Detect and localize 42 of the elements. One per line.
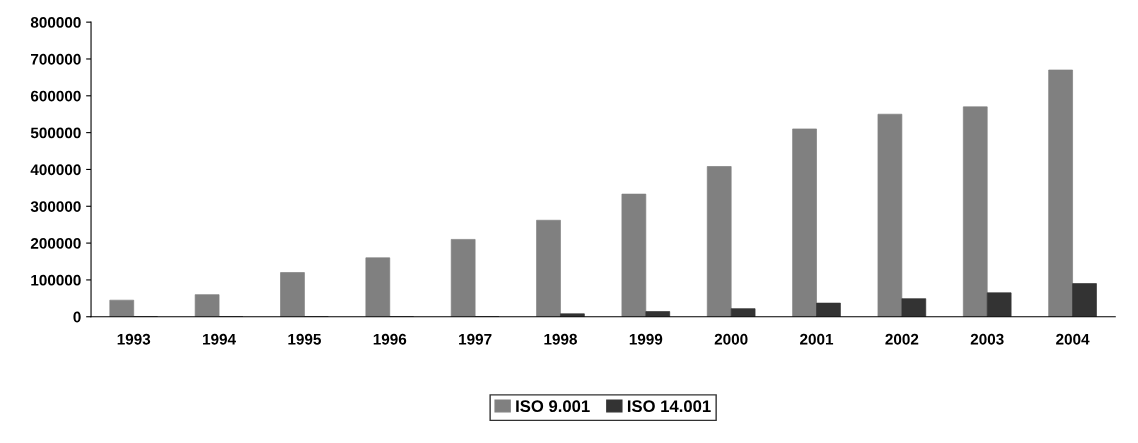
bar — [792, 128, 817, 317]
bar — [986, 292, 1012, 317]
bar — [280, 272, 305, 317]
legend-label: ISO 14.001 — [627, 400, 711, 413]
x-tick-label: 1999 — [629, 333, 663, 345]
y-tick-label: 100000 — [31, 274, 81, 286]
x-tick-label: 1996 — [373, 333, 407, 345]
bar — [645, 311, 671, 317]
x-tick-label: 2002 — [885, 333, 919, 345]
bar — [536, 219, 561, 317]
x-tick-label: 1995 — [288, 333, 321, 345]
x-tick-label: 2003 — [970, 333, 1004, 345]
bar — [194, 294, 220, 317]
y-tick-label: 300000 — [30, 201, 81, 212]
bar — [1072, 283, 1097, 317]
y-tick-label: 700000 — [31, 53, 81, 65]
x-tick-label: 1997 — [459, 333, 492, 345]
bar — [365, 257, 391, 317]
bar — [621, 193, 647, 317]
x-tick-label: 1994 — [203, 333, 236, 345]
y-tick-label: 200000 — [30, 237, 81, 249]
bar — [730, 308, 756, 317]
bar — [962, 106, 988, 317]
bar — [877, 113, 903, 317]
bar — [816, 302, 841, 317]
x-tick-label: 1998 — [544, 333, 577, 345]
y-tick-label: 600000 — [30, 90, 81, 102]
legend-label: ISO 9.001 — [516, 400, 590, 413]
bar — [560, 313, 585, 317]
y-tick-label: 800000 — [30, 17, 81, 28]
x-tick-label: 2000 — [714, 333, 748, 345]
x-tick-label: 2004 — [1056, 333, 1090, 345]
bar — [109, 299, 135, 317]
bar — [706, 166, 732, 317]
bar — [450, 239, 476, 317]
x-tick-label: 2001 — [800, 333, 834, 345]
y-tick-label: 400000 — [30, 164, 81, 176]
bar — [1048, 69, 1073, 317]
y-tick-label: 500000 — [30, 127, 81, 139]
bar — [901, 298, 927, 317]
x-tick-label: 1993 — [117, 333, 151, 345]
y-tick-label: 0 — [73, 311, 81, 323]
